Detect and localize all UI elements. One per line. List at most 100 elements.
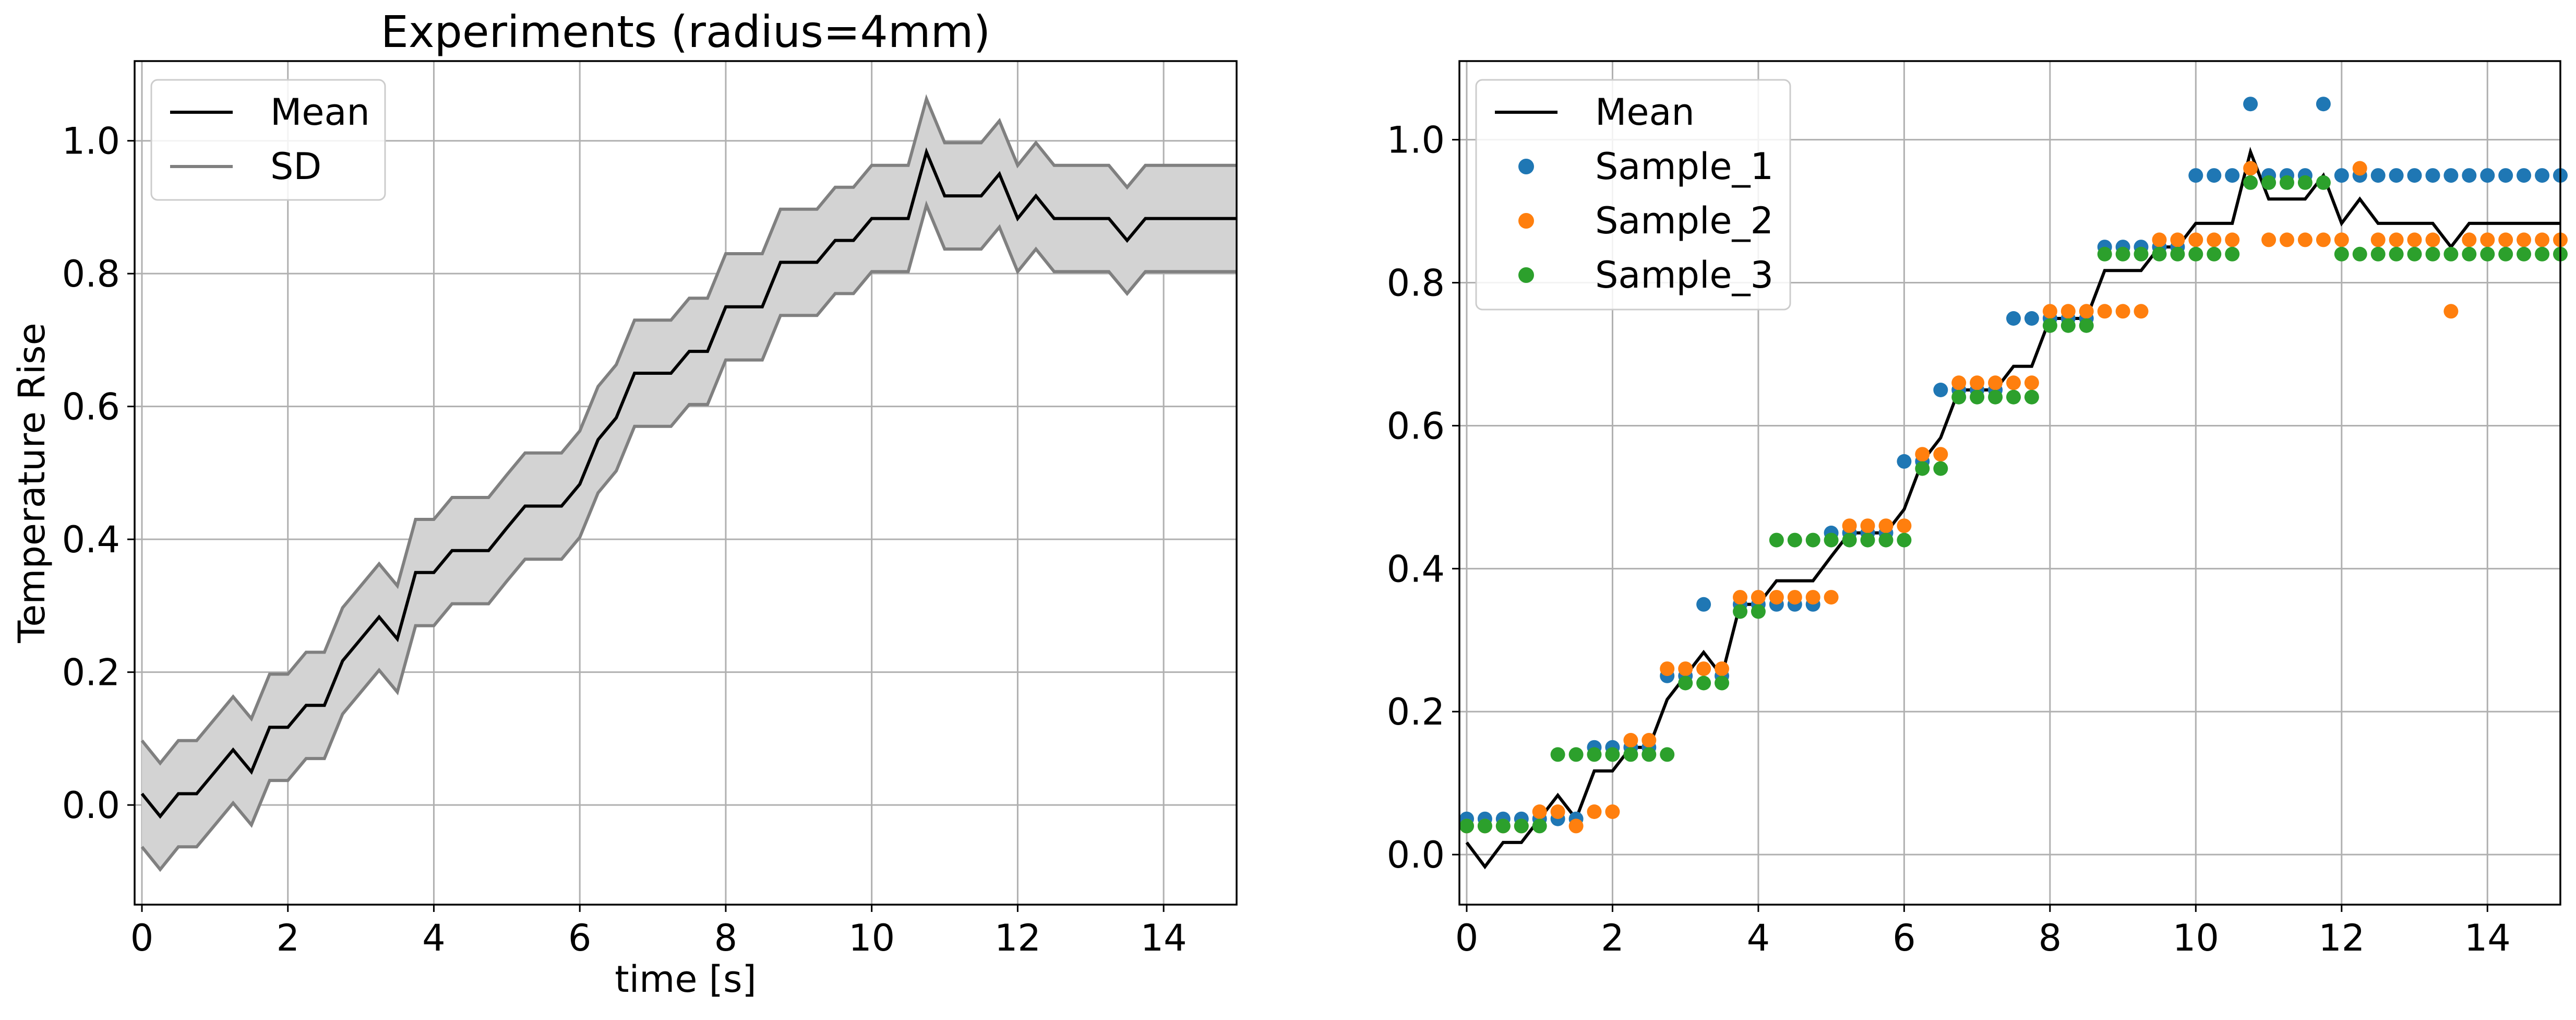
scatter-point [2389, 232, 2404, 247]
scatter-point [1587, 804, 1602, 819]
scatter-point [2316, 97, 2331, 112]
scatter-point [2006, 311, 2021, 326]
scatter-point [2243, 161, 2258, 176]
scatter-point [2097, 304, 2112, 319]
scatter-point [1897, 518, 1912, 533]
scatter-point [2225, 246, 2240, 262]
scatter-point [2535, 168, 2550, 183]
scatter-point [1805, 590, 1820, 605]
scatter-point [2170, 232, 2185, 247]
scatter-point [1678, 675, 1693, 691]
x-tick-label: 2 [276, 917, 299, 959]
scatter-point [1532, 804, 1547, 819]
y-tick-label: 0.0 [62, 784, 120, 827]
scatter-point [2462, 246, 2477, 262]
y-tick-label: 1.0 [62, 120, 120, 163]
scatter-point [1623, 747, 1638, 762]
legend-mean-label: Mean [270, 91, 370, 134]
scatter-point [2261, 232, 2277, 247]
scatter-point [2207, 232, 2222, 247]
scatter-point [2207, 246, 2222, 262]
scatter-point [1696, 597, 1711, 612]
legend-sample-1-label: Sample_1 [1595, 145, 1774, 188]
scatter-point [2498, 232, 2513, 247]
scatter-point [1568, 747, 1584, 762]
scatter-point [1495, 819, 1511, 834]
scatter-point [2188, 246, 2203, 262]
axes-1: 0 2 4 6 8 10 12 14 0.0 0.2 0.4 0.6 0.8 1.0 Mean SD [62, 60, 1238, 959]
scatter-point [1824, 590, 1839, 605]
scatter-point [2097, 246, 2112, 262]
scatter-point [1733, 604, 1747, 619]
legend-mean-label: Mean [1595, 91, 1695, 134]
scatter-point [2006, 389, 2021, 405]
scatter-point [2243, 97, 2258, 112]
scatter-point [1550, 804, 1565, 819]
scatter-point [1642, 747, 1657, 762]
scatter-point [2407, 232, 2422, 247]
scatter-point [1660, 747, 1675, 762]
scatter-point [2389, 246, 2404, 262]
scatter-point [2407, 246, 2422, 262]
scatter-point [2042, 304, 2057, 319]
x-tick-label: 12 [995, 917, 1041, 959]
scatter-point [1842, 532, 1857, 548]
legend-sample-3-swatch [1518, 267, 1534, 283]
scatter-point [1459, 819, 1474, 834]
x-tick-label: 10 [848, 917, 895, 959]
scatter-point [2370, 168, 2386, 183]
mean-line [140, 147, 1237, 819]
scatter-point [1660, 661, 1675, 677]
scatter-point [1878, 518, 1894, 533]
scatter-point [1805, 532, 1820, 548]
scatter-point [2261, 175, 2277, 190]
x-tick-label: 6 [568, 917, 592, 959]
scatter-point [2517, 168, 2532, 183]
scatter-point [2370, 246, 2386, 262]
scatter-point [2352, 161, 2367, 176]
scatter-point [2389, 168, 2404, 183]
scatter-point [2425, 246, 2440, 262]
scatter-point [1605, 747, 1620, 762]
scatter-point [1532, 819, 1547, 834]
scatter-point [1951, 389, 1967, 405]
y-tick-label: 0.6 [1387, 405, 1445, 447]
scatter-point [1751, 590, 1766, 605]
scatter-point [2280, 175, 2294, 190]
scatter-point [1696, 675, 1711, 691]
scatter-point [2334, 246, 2349, 262]
scatter-point [2443, 304, 2459, 319]
scatter-point [2079, 304, 2094, 319]
x-tick-label: 6 [1892, 917, 1916, 959]
scatter-point [1988, 375, 2003, 390]
scatter-point [2480, 232, 2495, 247]
sd-band [142, 99, 1237, 870]
scatter-point [2188, 168, 2203, 183]
scatter-point [2024, 389, 2039, 405]
scatter-point [1678, 661, 1693, 677]
scatter-point [1933, 383, 1948, 397]
chart-title: Experiments (radius=4mm) [381, 6, 991, 57]
scatter-point [2024, 311, 2039, 326]
scatter-point [1477, 819, 1492, 834]
scatter-point [1769, 590, 1784, 605]
scatter-point [1878, 532, 1894, 548]
scatter-point [2462, 232, 2477, 247]
x-tick-label: 8 [2039, 917, 2062, 959]
scatter-point [1988, 389, 2003, 405]
scatter-point [2334, 232, 2349, 247]
scatter-point [1733, 590, 1747, 605]
scatter-point [1915, 461, 1930, 476]
scatter-point [1842, 518, 1857, 533]
scatter-point [2462, 168, 2477, 183]
scatter-point [2535, 232, 2550, 247]
scatter-point [2443, 246, 2459, 262]
y-tick-label: 0.8 [1387, 262, 1445, 305]
scatter-point [1568, 819, 1584, 834]
y-tick-label: 0.0 [1387, 834, 1445, 876]
scatter-point [2060, 318, 2076, 333]
scatter-point [1824, 532, 1839, 548]
scatter-point [2443, 168, 2459, 183]
scatter-point [1715, 661, 1729, 677]
scatter-point [2334, 168, 2349, 183]
